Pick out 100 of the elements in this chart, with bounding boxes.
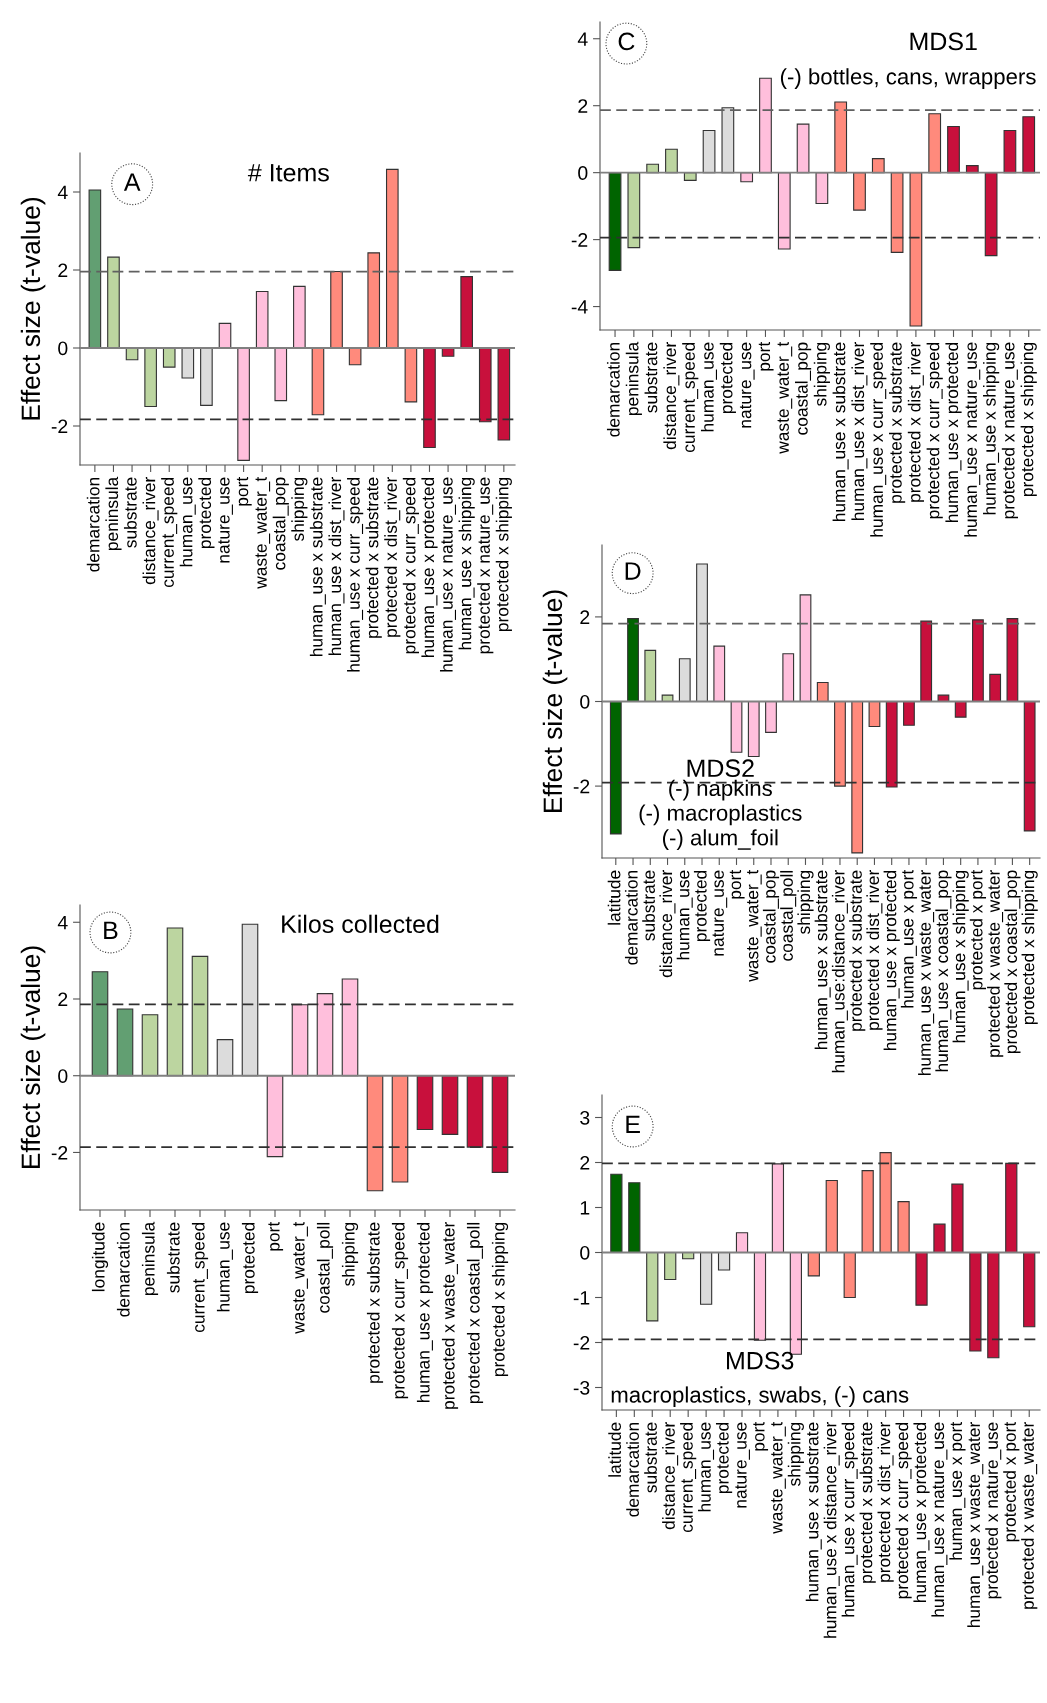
y-tick-label: 0 bbox=[580, 694, 590, 709]
x-tick-label: protected x nature_use bbox=[477, 477, 494, 654]
x-tick-label: human_use x curr_speed bbox=[347, 477, 364, 672]
x-tick-label: substrate bbox=[642, 870, 655, 941]
text: (-) napkins (-) macroplastics (-) alum_foil bbox=[639, 779, 802, 850]
x-tick-label: peninsula bbox=[625, 341, 642, 416]
x-tick-label: protected x dist_river bbox=[866, 870, 883, 1030]
x-tick-label: waste_water_t bbox=[255, 476, 271, 589]
bar bbox=[868, 700, 881, 728]
bar bbox=[713, 645, 726, 703]
bar bbox=[255, 290, 269, 349]
bar bbox=[815, 172, 829, 205]
x-tick-label: protected x shipping bbox=[491, 1222, 509, 1377]
x-tick-label: protected x nature_use bbox=[985, 1422, 1002, 1599]
bar bbox=[1023, 1251, 1036, 1328]
x-tick-label: substrate bbox=[644, 342, 658, 413]
bar bbox=[646, 1251, 659, 1322]
x-tick-label: protected x port bbox=[1003, 1421, 1020, 1542]
y-tick-label: -3 bbox=[573, 1380, 590, 1395]
bar bbox=[664, 1251, 677, 1281]
x-tick-label: substrate bbox=[123, 477, 137, 548]
y-tick-label: -4 bbox=[571, 300, 588, 314]
x-tick-label: waste_water_t bbox=[293, 1221, 308, 1334]
x-tick-label: human_use x curr_speed bbox=[841, 1422, 858, 1617]
x-tick-label: protected x coastal_pop bbox=[1004, 870, 1021, 1054]
y-tick-label: 2 bbox=[580, 610, 590, 624]
x-tick-label: human_use x nature_use bbox=[439, 477, 457, 672]
y-tick-label: -2 bbox=[571, 233, 588, 247]
x-tick-label: substrate bbox=[166, 1222, 180, 1293]
bar bbox=[843, 1251, 856, 1299]
x-tick-label: port bbox=[753, 1421, 769, 1451]
bar bbox=[644, 649, 657, 703]
x-tick-label: demarcation bbox=[116, 1222, 130, 1317]
x-tick-label: protected x substrate bbox=[859, 1422, 876, 1583]
y-axis-title: Effect size (t-value) bbox=[542, 590, 568, 813]
x-tick-label: shipping bbox=[813, 342, 830, 406]
bar bbox=[915, 1251, 928, 1306]
x-tick-label: human_use x protected bbox=[883, 870, 900, 1051]
x-tick-label: protected x dist_river bbox=[877, 1422, 894, 1582]
bar bbox=[799, 594, 812, 703]
annotation: D bbox=[625, 562, 641, 580]
x-tick-label: protected x substrate bbox=[365, 477, 382, 638]
x-tick-label: port bbox=[758, 341, 774, 371]
bar bbox=[721, 107, 735, 174]
text: (-) bottles, cans, wrappers bbox=[780, 68, 1036, 89]
x-tick-label: human_use x shipping bbox=[952, 870, 969, 1043]
bar bbox=[933, 1223, 946, 1254]
bar bbox=[951, 1183, 964, 1254]
x-tick-label: human_use x dist_river bbox=[851, 342, 868, 521]
bar bbox=[816, 681, 829, 703]
x-tick-label: distance_river bbox=[142, 477, 159, 585]
x-tick-label: demarcation bbox=[86, 477, 100, 572]
y-axis-title: Effect size (t-value) bbox=[20, 946, 46, 1169]
x-tick-label: protected bbox=[693, 870, 711, 942]
x-tick-label: distance_river bbox=[662, 1422, 679, 1530]
y-tick-label: -2 bbox=[51, 1145, 68, 1160]
text: MDS2 bbox=[687, 759, 754, 778]
x-tick-label: protected x curr_speed bbox=[895, 1422, 912, 1599]
x-tick-label: human_use x nature_use bbox=[964, 342, 981, 537]
chart-title: # Items bbox=[247, 164, 329, 182]
bar bbox=[920, 620, 933, 703]
y-tick-label: 4 bbox=[57, 185, 68, 200]
x-tick-label: human_use x protected bbox=[913, 1422, 930, 1603]
x-tick-label: latitude bbox=[607, 870, 621, 925]
x-tick-label: coastal_poll bbox=[316, 1222, 334, 1313]
x-tick-label: latitude bbox=[608, 1422, 622, 1477]
bar bbox=[441, 1075, 459, 1135]
x-tick-label: human_use x shipping bbox=[458, 477, 475, 650]
text: macroplastics, swabs, (-) cans bbox=[611, 1386, 909, 1408]
bar bbox=[200, 347, 213, 406]
x-tick-label: protected bbox=[715, 1422, 733, 1494]
x-tick-label: protected x waste_water bbox=[987, 870, 1004, 1057]
bar bbox=[699, 1251, 713, 1305]
y-tick-label: -2 bbox=[51, 419, 68, 434]
x-tick-label: human_use x substrate bbox=[805, 1422, 822, 1602]
bar bbox=[807, 1251, 820, 1277]
bar bbox=[141, 1014, 159, 1077]
x-tick-label: human_use bbox=[700, 342, 717, 432]
bar bbox=[735, 1232, 749, 1254]
annotation: B bbox=[104, 921, 118, 939]
bar bbox=[181, 347, 195, 379]
x-tick-label: protected bbox=[719, 342, 736, 414]
x-tick-label: human_use x coastal_pop bbox=[935, 870, 952, 1072]
bar bbox=[144, 347, 157, 408]
bar bbox=[972, 619, 984, 703]
x-tick-label: nature_use bbox=[739, 342, 755, 428]
x-tick-label: protected x nature_use bbox=[1001, 342, 1019, 519]
x-tick-label: coastal_pop bbox=[794, 342, 812, 435]
y-tick-label: -1 bbox=[573, 1291, 590, 1305]
x-tick-label: shipping bbox=[787, 1422, 804, 1486]
bar bbox=[385, 168, 399, 349]
y-tick-label: 0 bbox=[580, 1245, 590, 1260]
bar bbox=[834, 101, 848, 174]
y-tick-label: 2 bbox=[580, 1155, 590, 1170]
x-tick-label: peninsula bbox=[105, 476, 122, 551]
bar bbox=[1022, 116, 1036, 174]
y-tick-label: 4 bbox=[577, 32, 588, 46]
annotation: A bbox=[123, 173, 141, 191]
x-tick-label: protected x port bbox=[969, 869, 987, 990]
bar bbox=[747, 700, 760, 758]
